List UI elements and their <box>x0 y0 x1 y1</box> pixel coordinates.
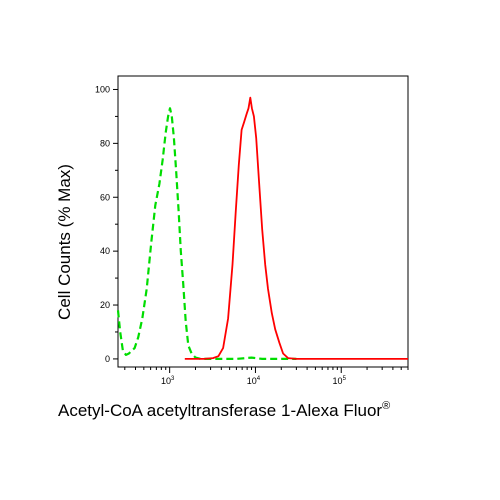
x-axis-label: Acetyl-CoA acetyltransferase 1-Alexa Flu… <box>58 400 390 420</box>
y-axis-ticks: 0 20 40 60 80 100 <box>95 84 118 364</box>
x-tick-label: 104 <box>247 376 261 386</box>
y-tick-label: 60 <box>100 192 110 202</box>
x-tick-exponent: 3 <box>171 376 175 382</box>
y-tick-label: 80 <box>100 138 110 148</box>
series-layer <box>116 96 408 360</box>
y-tick-label: 20 <box>100 300 110 310</box>
x-tick-base: 10 <box>333 376 343 386</box>
sample-histogram-line <box>184 96 408 360</box>
y-tick-label: 40 <box>100 246 110 256</box>
x-tick-exponent: 4 <box>257 376 261 382</box>
x-axis-label-text: Acetyl-CoA acetyltransferase 1-Alexa Flu… <box>58 401 382 420</box>
plot-border <box>117 75 409 368</box>
x-axis-ticks: 103 104 105 <box>124 367 409 386</box>
y-tick-label: 0 <box>105 354 110 364</box>
y-tick-label: 100 <box>95 84 110 94</box>
x-tick-base: 10 <box>161 376 171 386</box>
plot-frame <box>117 75 409 368</box>
x-tick-label: 103 <box>161 376 175 386</box>
x-axis-label-superscript: ® <box>382 400 390 412</box>
x-tick-base: 10 <box>247 376 257 386</box>
x-tick-label: 105 <box>333 376 347 386</box>
y-axis-label: Cell Counts (% Max) <box>55 164 74 320</box>
x-tick-exponent: 5 <box>343 376 347 382</box>
